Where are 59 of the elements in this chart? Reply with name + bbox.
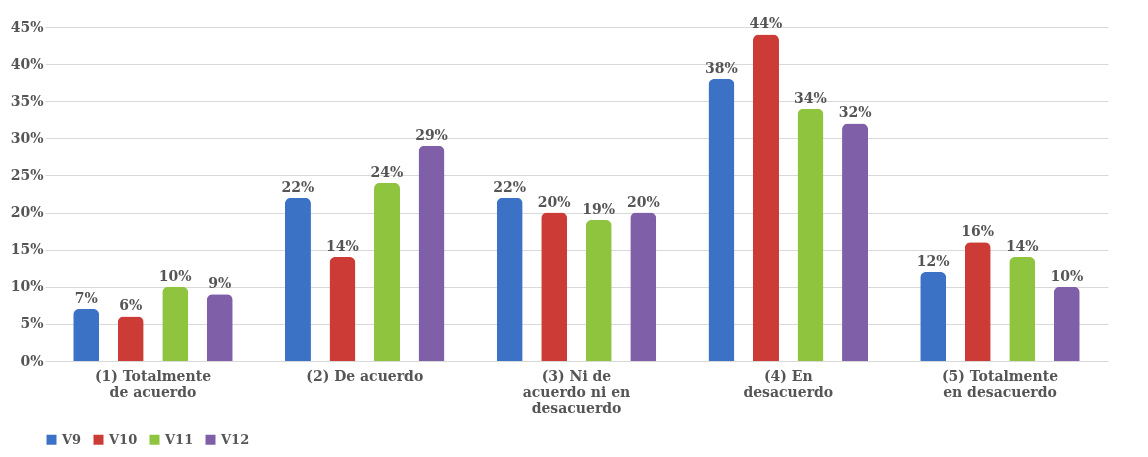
data-label: 29% — [415, 126, 448, 143]
y-tick-label: 5% — [20, 315, 44, 332]
x-tick-label: (4) En desacuerdo — [743, 367, 834, 400]
data-label: 14% — [326, 238, 359, 255]
y-tick-label: 40% — [10, 55, 44, 72]
x-tick-label: (5) Totalmente en desacuerdo — [941, 367, 1059, 400]
data-label: 10% — [1050, 267, 1084, 284]
legend-label: V11 — [164, 431, 194, 447]
data-label: 14% — [1005, 238, 1039, 255]
data-label: 24% — [370, 163, 404, 180]
bar — [162, 286, 189, 361]
data-label: 22% — [281, 178, 315, 195]
bar — [752, 34, 779, 361]
data-label: 6% — [119, 297, 143, 314]
bar — [418, 145, 445, 361]
x-tick-label: (3) Ni de acuerdo ni en desacuerdo — [522, 367, 631, 416]
y-tick-label: 45% — [10, 18, 44, 35]
data-label: 38% — [705, 59, 738, 76]
data-label: 10% — [158, 267, 192, 284]
y-tick-label: 10% — [10, 278, 44, 295]
data-label: 7% — [74, 290, 98, 307]
bar — [117, 316, 144, 361]
bar — [797, 108, 824, 361]
bar — [585, 219, 612, 361]
data-label: 16% — [961, 223, 995, 240]
data-label: 20% — [626, 193, 660, 210]
data-label: 34% — [794, 89, 827, 106]
legend-label: V9 — [61, 431, 82, 447]
bar — [374, 182, 401, 361]
data-label: 32% — [838, 104, 872, 121]
y-tick-label: 0% — [20, 352, 44, 369]
x-tick-label: (1) Totalmente de acuerdo — [94, 367, 212, 400]
bar — [73, 309, 100, 361]
y-tick-label: 20% — [10, 204, 44, 221]
data-label: 19% — [582, 200, 616, 217]
bar — [496, 197, 523, 361]
bar — [1009, 257, 1036, 361]
bar — [1053, 286, 1080, 361]
x-tick-label: (2) De acuerdo — [306, 367, 424, 384]
y-tick-label: 15% — [10, 241, 44, 258]
legend-label: V10 — [108, 431, 138, 447]
bar — [708, 78, 735, 361]
bar — [920, 271, 947, 361]
bar — [842, 123, 869, 361]
legend-label: V12 — [220, 431, 250, 447]
data-label: 12% — [916, 252, 950, 269]
data-label: 20% — [537, 193, 571, 210]
data-label: 44% — [749, 15, 783, 32]
y-tick-label: 35% — [10, 92, 44, 109]
data-label: 22% — [493, 178, 527, 195]
data-label: 9% — [208, 275, 232, 292]
y-tick-label: 25% — [10, 166, 44, 183]
bar — [206, 294, 233, 361]
bar — [964, 242, 991, 361]
y-tick-label: 30% — [10, 129, 44, 146]
bar — [541, 212, 568, 361]
bar — [329, 257, 356, 361]
bar — [284, 197, 311, 361]
bar — [630, 212, 657, 361]
